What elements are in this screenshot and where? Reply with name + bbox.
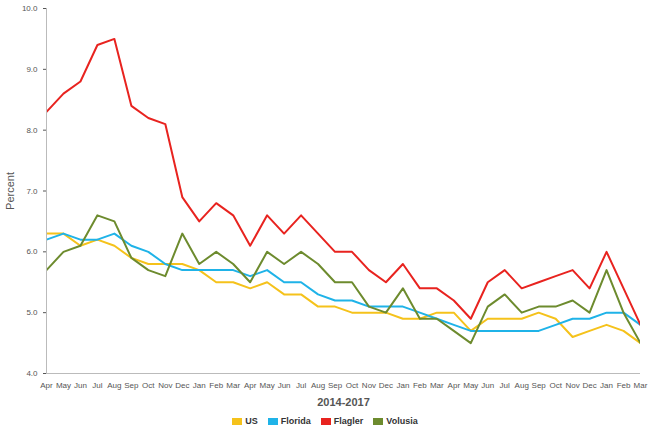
svg-text:Feb: Feb (209, 381, 223, 390)
svg-text:Sep: Sep (124, 381, 139, 390)
svg-text:2014-2017: 2014-2017 (317, 396, 370, 408)
svg-text:May: May (463, 381, 478, 390)
html-text:Florida: Florida (280, 416, 311, 426)
svg-text:Dec: Dec (379, 381, 393, 390)
svg-text:Aug: Aug (515, 381, 529, 390)
html-text:US: US (245, 416, 258, 426)
svg-text:Jun: Jun (278, 381, 291, 390)
svg-text:5.0: 5.0 (26, 308, 38, 317)
svg-text:Jul: Jul (92, 381, 102, 390)
svg-text:4.0: 4.0 (26, 369, 38, 378)
svg-text:Feb: Feb (617, 381, 631, 390)
svg-text:6.0: 6.0 (26, 247, 38, 256)
svg-text:Mar: Mar (430, 381, 444, 390)
svg-text:Jun: Jun (481, 381, 494, 390)
svg-text:Sep: Sep (328, 381, 343, 390)
svg-text:Aug: Aug (311, 381, 325, 390)
svg-text:May: May (56, 381, 71, 390)
svg-text:Apr: Apr (40, 381, 53, 390)
svg-text:Jan: Jan (396, 381, 409, 390)
svg-text:Nov: Nov (362, 381, 376, 390)
svg-text:Mar: Mar (226, 381, 240, 390)
svg-text:Dec: Dec (582, 381, 596, 390)
svg-text:Jul: Jul (500, 381, 510, 390)
svg-text:10.0: 10.0 (22, 4, 38, 13)
svg-text:Nov: Nov (565, 381, 579, 390)
svg-text:Apr: Apr (448, 381, 461, 390)
svg-text:Jul: Jul (296, 381, 306, 390)
html-text:Flagler: Flagler (333, 416, 364, 426)
svg-text:Feb: Feb (413, 381, 427, 390)
svg-text:Oct: Oct (346, 381, 359, 390)
svg-text:Apr: Apr (244, 381, 257, 390)
svg-text:Jun: Jun (74, 381, 87, 390)
svg-text:Oct: Oct (142, 381, 155, 390)
svg-text:Jan: Jan (193, 381, 206, 390)
svg-text:Oct: Oct (549, 381, 562, 390)
svg-text:Sep: Sep (532, 381, 547, 390)
svg-text:Jan: Jan (600, 381, 613, 390)
svg-text:Aug: Aug (107, 381, 121, 390)
svg-text:Percent: Percent (4, 172, 16, 210)
html-text:Volusia: Volusia (386, 416, 418, 426)
svg-text:Dec: Dec (175, 381, 189, 390)
svg-text:Nov: Nov (158, 381, 172, 390)
svg-text:7.0: 7.0 (26, 187, 38, 196)
svg-text:May: May (260, 381, 275, 390)
svg-text:9.0: 9.0 (26, 65, 38, 74)
svg-text:Mar: Mar (634, 381, 648, 390)
svg-text:8.0: 8.0 (26, 126, 38, 135)
